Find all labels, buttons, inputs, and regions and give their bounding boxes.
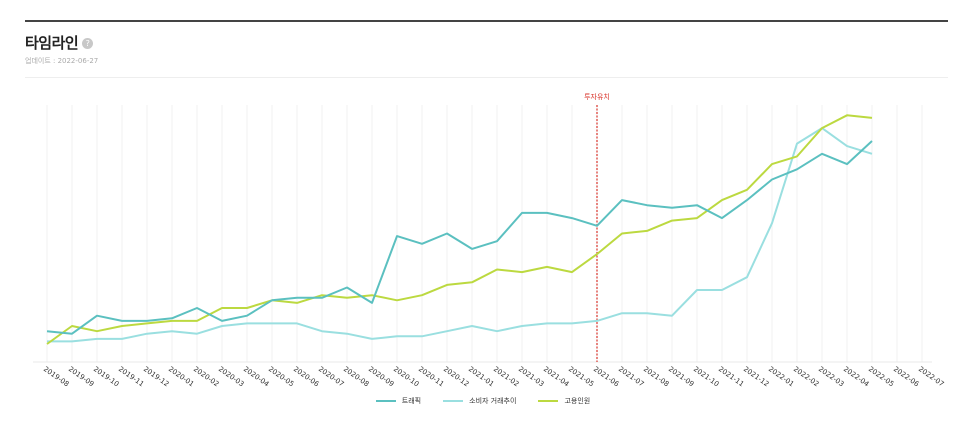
x-tick-label: 2019-12 (142, 365, 171, 388)
updated-date: 업데이트 : 2022-06-27 (25, 57, 99, 65)
legend-label: 소비자 거래추이 (469, 397, 517, 405)
x-tick-label: 2020-02 (192, 365, 221, 388)
x-tick-label: 2020-11 (417, 365, 446, 388)
x-tick-label: 2022-07 (917, 365, 946, 388)
legend-swatch (443, 400, 464, 402)
legend-item[interactable]: 고용인원 (538, 396, 590, 406)
x-tick-label: 2022-02 (792, 365, 821, 388)
x-tick-label: 2021-02 (492, 365, 521, 388)
x-tick-label: 2020-05 (267, 365, 296, 388)
x-tick-label: 2020-04 (242, 365, 271, 389)
x-tick-label: 2022-03 (817, 365, 846, 388)
legend-item[interactable]: 트래픽 (375, 396, 422, 406)
investment-marker-label: 투자유치 (584, 92, 610, 101)
x-tick-label: 2021-09 (667, 365, 696, 388)
x-tick-label: 2019-09 (67, 365, 96, 388)
legend-swatch (538, 400, 559, 402)
x-tick-label: 2021-12 (742, 365, 771, 388)
legend-label: 트래픽 (401, 397, 422, 405)
question-circle-icon[interactable]: ? (82, 38, 94, 49)
x-tick-label: 2022-01 (767, 365, 796, 388)
header-divider (25, 77, 948, 78)
x-tick-label: 2020-09 (367, 365, 396, 388)
x-tick-label: 2021-03 (517, 365, 546, 388)
page-title: 타임라인 (25, 34, 79, 52)
series-line[interactable] (46, 140, 873, 335)
x-tick-label: 2021-10 (692, 365, 721, 388)
x-tick-label: 2020-12 (442, 365, 471, 388)
x-tick-label: 2021-05 (567, 365, 596, 388)
title-row: 타임라인 ? (25, 32, 94, 53)
x-tick-label: 2022-04 (842, 365, 871, 389)
x-tick-label: 2020-06 (292, 365, 321, 389)
x-tick-label: 2019-11 (117, 365, 146, 388)
x-tick-label: 2021-07 (617, 365, 646, 388)
x-tick-label: 2020-01 (167, 365, 196, 388)
x-tick-label: 2021-08 (642, 365, 671, 388)
x-tick-label: 2020-03 (217, 365, 246, 388)
chart-legend: 트래픽 소비자 거래추이 고용인원 (0, 396, 966, 406)
x-tick-label: 2021-06 (592, 365, 621, 389)
x-tick-label: 2020-07 (317, 365, 346, 388)
series-line[interactable] (46, 114, 873, 345)
x-tick-label: 2019-08 (42, 365, 71, 388)
x-tick-label: 2021-01 (467, 365, 496, 388)
x-tick-label: 2020-10 (392, 365, 421, 388)
x-tick-label: 2022-05 (867, 365, 896, 388)
legend-swatch (375, 400, 396, 402)
legend-label: 고용인원 (564, 397, 591, 405)
x-tick-label: 2021-04 (542, 365, 571, 389)
header-top-border (25, 20, 948, 22)
x-tick-label: 2021-11 (717, 365, 746, 388)
series-line[interactable] (47, 127, 873, 343)
legend-item[interactable]: 소비자 거래추이 (443, 396, 516, 406)
x-tick-label: 2022-06 (892, 365, 921, 389)
x-tick-label: 2020-08 (342, 365, 371, 388)
x-tick-label: 2019-10 (92, 365, 121, 388)
